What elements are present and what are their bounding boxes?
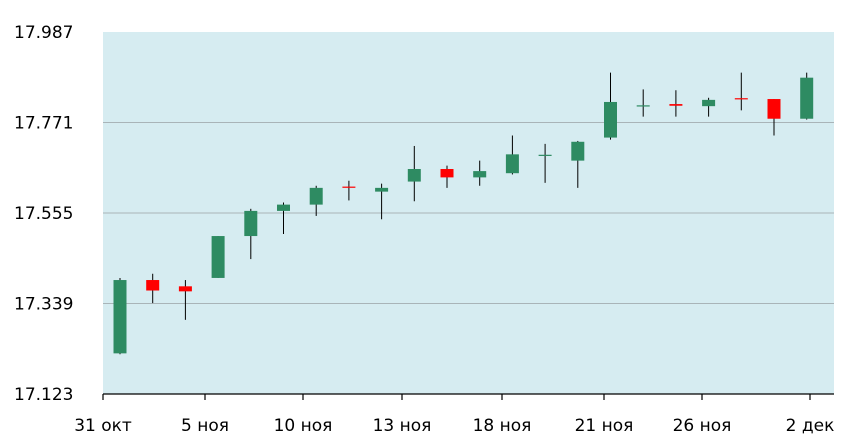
y-tick-label: 17.771 <box>14 114 73 134</box>
candle-body <box>113 280 127 354</box>
x-tick-label: 21 ноя <box>575 416 634 436</box>
candle <box>440 165 454 188</box>
y-tick-label: 17.987 <box>14 23 73 43</box>
candle <box>505 135 519 175</box>
candle-body <box>244 210 258 237</box>
x-tick-label: 18 ноя <box>473 416 532 436</box>
candle-body <box>309 187 323 205</box>
candle-body <box>767 99 781 119</box>
y-tick-label: 17.123 <box>14 385 73 405</box>
candle <box>113 277 127 355</box>
candle <box>375 183 389 220</box>
candle-body <box>407 169 421 182</box>
y-tick-label: 17.339 <box>14 295 73 315</box>
candle <box>277 202 290 234</box>
candle <box>669 90 683 117</box>
candle-body <box>211 236 225 278</box>
candle-body <box>342 186 356 188</box>
candle <box>342 180 356 201</box>
candle <box>571 140 585 188</box>
candle-body <box>505 154 519 174</box>
candle-body <box>375 187 389 192</box>
candle-body <box>277 204 290 211</box>
candle <box>211 236 225 278</box>
candle-body <box>178 286 192 292</box>
x-tick-label: 2 дек <box>786 416 835 436</box>
candle-body <box>702 99 716 107</box>
candle <box>800 72 814 120</box>
candle-body <box>604 101 617 138</box>
candle <box>604 72 617 140</box>
y-tick-label: 17.555 <box>14 204 73 224</box>
x-tick-labels: 31 окт 5 ноя 10 ноя 13 ноя 18 ноя 21 ноя 26 но… <box>74 416 834 436</box>
candle-body <box>473 171 487 178</box>
candle <box>244 208 258 260</box>
x-tick-label: 5 ноя <box>181 416 229 436</box>
candle-body <box>571 141 585 161</box>
candle <box>309 185 323 216</box>
candle-body <box>146 280 160 291</box>
axes <box>102 393 834 400</box>
candle-body <box>800 77 814 119</box>
candle-body <box>636 105 650 107</box>
candle <box>178 280 192 320</box>
candle <box>146 273 160 304</box>
candles <box>113 72 814 355</box>
candle <box>767 99 781 136</box>
y-tick-labels: 17.987 17.771 17.555 17.339 17.123 <box>14 23 73 405</box>
candle <box>636 89 650 117</box>
candle-body <box>440 169 454 178</box>
candle-body <box>669 104 683 106</box>
candle <box>702 97 716 117</box>
x-tick-label: 10 ноя <box>274 416 333 436</box>
candle <box>538 143 552 183</box>
gridlines <box>103 122 834 304</box>
candle-body <box>734 98 748 100</box>
x-tick-label: 26 ноя <box>673 416 732 436</box>
x-tick-label: 31 окт <box>74 416 132 436</box>
candle <box>407 145 421 202</box>
x-tick-label: 13 ноя <box>373 416 432 436</box>
candle-body <box>538 154 552 156</box>
candle <box>734 72 748 111</box>
candle <box>473 160 487 186</box>
